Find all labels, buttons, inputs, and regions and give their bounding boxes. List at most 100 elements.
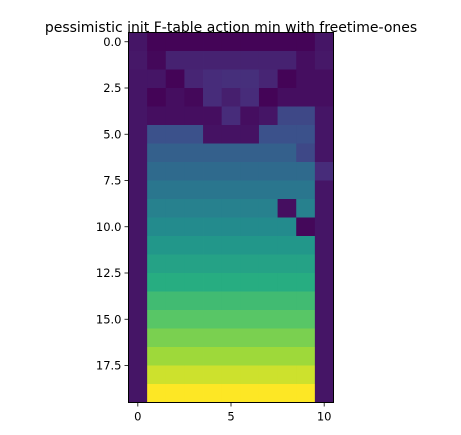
heatmap-cell: [240, 106, 260, 126]
heatmap-cell: [258, 51, 278, 70]
heatmap-cell: [296, 328, 316, 348]
heatmap-cell: [147, 273, 167, 292]
y-tick-label: 10.0: [96, 220, 122, 234]
heatmap-cells: [128, 32, 334, 403]
heatmap-cell: [128, 125, 148, 144]
heatmap-cell: [314, 51, 334, 70]
heatmap-cell: [314, 310, 334, 329]
heatmap-cell: [165, 236, 185, 255]
heatmap-cell: [258, 125, 278, 144]
heatmap-cell: [277, 69, 297, 89]
heatmap-cell: [203, 199, 223, 218]
heatmap-cell: [184, 199, 204, 218]
heatmap-cell: [314, 328, 334, 348]
heatmap-cell: [258, 328, 278, 348]
heatmap-cell: [277, 125, 297, 144]
heatmap-cell: [203, 365, 223, 385]
heatmap-cell: [314, 106, 334, 126]
heatmap-cell: [128, 310, 148, 329]
heatmap-cell: [296, 180, 316, 200]
heatmap-cell: [277, 217, 297, 237]
heatmap-cell: [296, 273, 316, 292]
heatmap-cell: [296, 236, 316, 255]
heatmap-cell: [128, 69, 148, 89]
heatmap-cell: [258, 347, 278, 366]
heatmap-cell: [314, 273, 334, 292]
heatmap-cell: [184, 236, 204, 255]
heatmap-cell: [221, 106, 241, 126]
heatmap-cell: [147, 69, 167, 89]
heatmap-cell: [221, 273, 241, 292]
heatmap-cell: [240, 125, 260, 144]
heatmap-cell: [240, 32, 260, 52]
heatmap-cell: [203, 384, 223, 403]
heatmap-cell: [147, 106, 167, 126]
heatmap-cell: [203, 254, 223, 274]
heatmap-cell: [184, 273, 204, 292]
heatmap-cell: [240, 310, 260, 329]
heatmap-cell: [128, 32, 148, 52]
heatmap-cell: [277, 88, 297, 107]
heatmap-cell: [258, 106, 278, 126]
heatmap-cell: [184, 143, 204, 163]
heatmap-cell: [165, 51, 185, 70]
heatmap-cell: [277, 365, 297, 385]
heatmap-cell: [258, 143, 278, 163]
heatmap-cell: [184, 254, 204, 274]
heatmap-cell: [314, 69, 334, 89]
heatmap-cell: [314, 32, 334, 52]
y-tick-label: 2.5: [103, 81, 121, 95]
heatmap-cell: [203, 106, 223, 126]
heatmap-cell: [147, 384, 167, 403]
y-tick-label: 5.0: [103, 127, 121, 141]
heatmap-cell: [128, 254, 148, 274]
heatmap-cell: [314, 347, 334, 366]
heatmap-cell: [277, 180, 297, 200]
heatmap-cell: [240, 51, 260, 70]
heatmap-cell: [258, 384, 278, 403]
heatmap-cell: [314, 365, 334, 385]
heatmap-cell: [203, 125, 223, 144]
heatmap-cell: [314, 125, 334, 144]
heatmap-cell: [221, 69, 241, 89]
heatmap-cell: [165, 365, 185, 385]
y-axis: 0.0 2.5 5.0 7.5 10.0 12.5 15.0 17.5: [96, 35, 129, 373]
heatmap-cell: [221, 180, 241, 200]
heatmap-cell: [128, 51, 148, 70]
heatmap-cell: [296, 162, 316, 181]
heatmap-cell: [296, 69, 316, 89]
heatmap-cell: [277, 347, 297, 366]
heatmap-cell: [277, 236, 297, 255]
heatmap-cell: [258, 217, 278, 237]
heatmap-cell: [128, 291, 148, 311]
heatmap-cell: [240, 88, 260, 107]
heatmap-cell: [128, 236, 148, 255]
heatmap-cell: [221, 310, 241, 329]
heatmap-cell: [203, 217, 223, 237]
heatmap-cell: [240, 365, 260, 385]
heatmap-cell: [128, 365, 148, 385]
heatmap-cell: [184, 32, 204, 52]
heatmap-cell: [240, 291, 260, 311]
heatmap-cell: [258, 236, 278, 255]
heatmap-cell: [147, 125, 167, 144]
heatmap-cell: [240, 217, 260, 237]
heatmap-cell: [203, 291, 223, 311]
heatmap-cell: [203, 143, 223, 163]
heatmap-cell: [184, 347, 204, 366]
heatmap-cell: [184, 51, 204, 70]
heatmap-cell: [240, 384, 260, 403]
heatmap-cell: [277, 328, 297, 348]
heatmap-cell: [184, 162, 204, 181]
y-tick-label: 0.0: [103, 35, 121, 49]
heatmap-cell: [221, 125, 241, 144]
heatmap-cell: [296, 347, 316, 366]
heatmap-cell: [296, 199, 316, 218]
heatmap-cell: [203, 328, 223, 348]
heatmap-cell: [128, 273, 148, 292]
heatmap-cell: [277, 291, 297, 311]
heatmap-cell: [165, 310, 185, 329]
heatmap-cell: [221, 217, 241, 237]
x-axis: 0 5 10: [134, 402, 332, 424]
